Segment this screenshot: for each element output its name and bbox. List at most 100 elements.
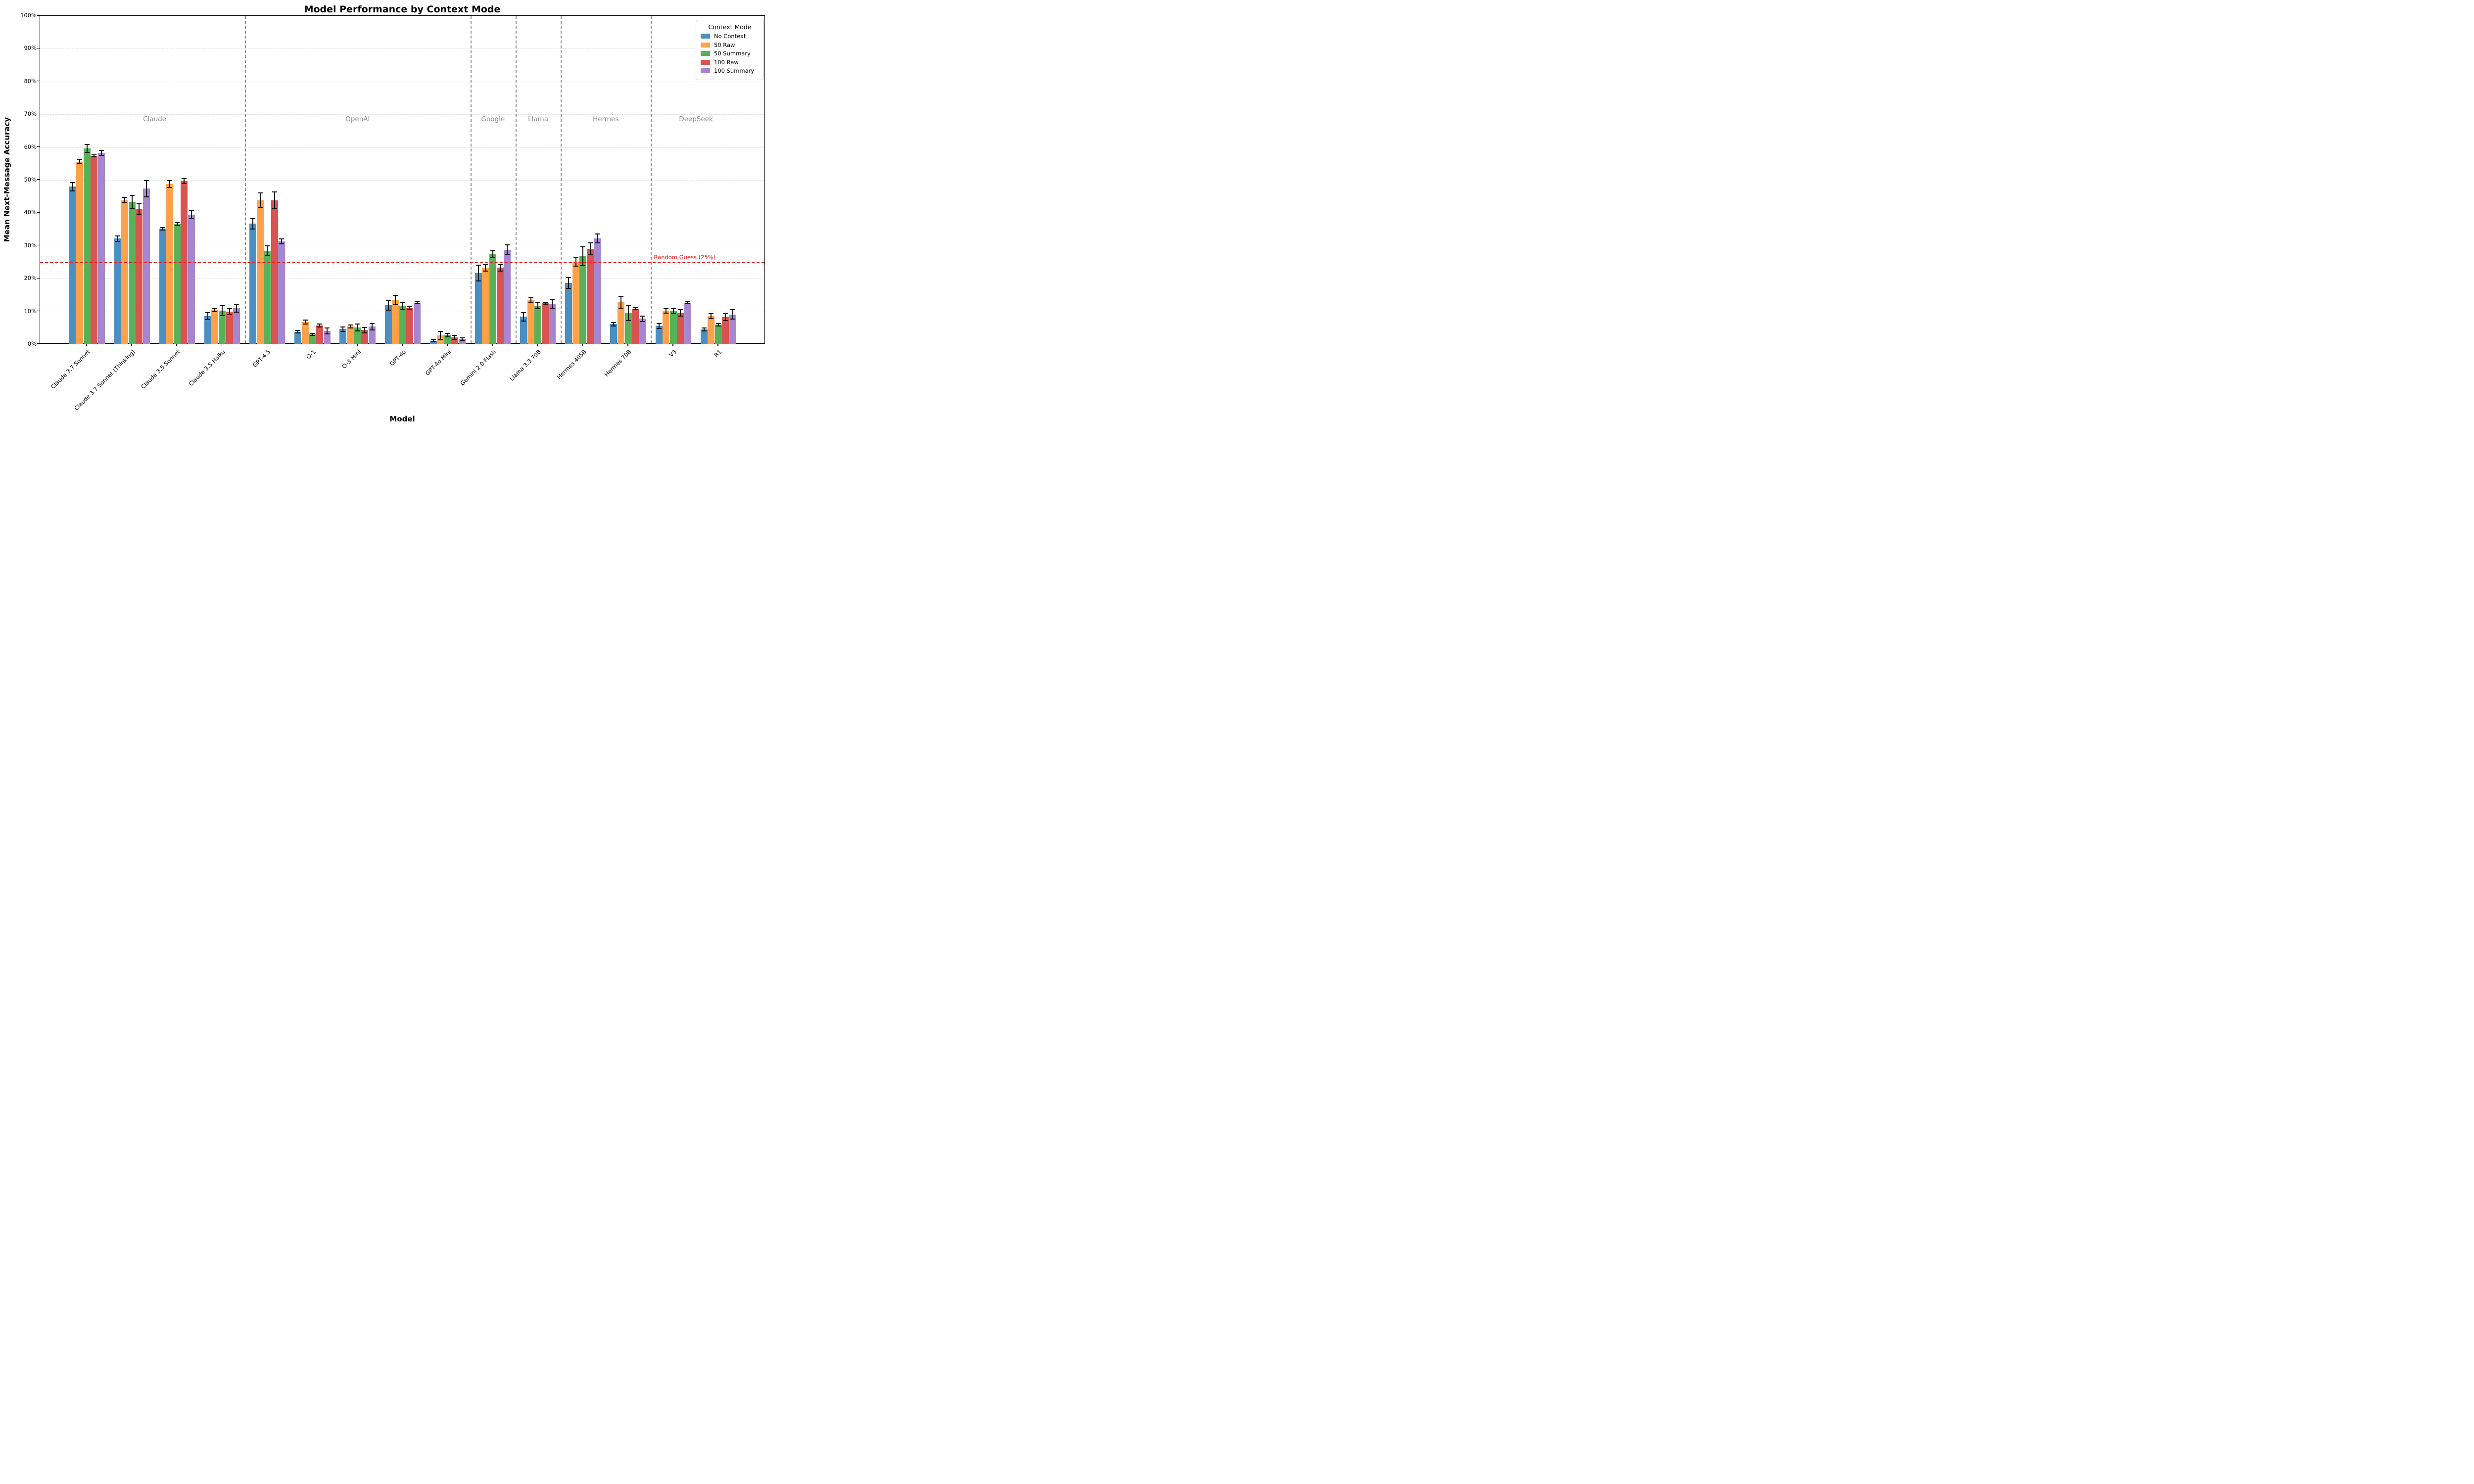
error-bar-cap <box>310 333 315 334</box>
error-bar <box>658 323 660 329</box>
error-bar-cap <box>678 309 683 310</box>
x-tick-label: Claude 3.5 Haiku <box>187 348 227 388</box>
error-bar-cap <box>234 303 239 305</box>
error-bar-cap <box>535 302 541 303</box>
error-bar <box>94 154 95 157</box>
error-bar-cap <box>670 312 676 314</box>
error-bar-cap <box>595 233 600 234</box>
error-bar <box>184 179 185 184</box>
bar-no-context <box>159 229 166 344</box>
bar-no-context <box>69 186 76 344</box>
error-bar-cap <box>355 324 360 325</box>
error-bar-cap <box>310 335 315 336</box>
error-bar-cap <box>92 154 97 155</box>
error-bar <box>371 323 373 330</box>
x-tick-mark <box>582 344 583 346</box>
random-guess-label: Random Guess (25%) <box>654 254 716 261</box>
error-bar-cap <box>505 244 510 245</box>
error-bar-cap <box>115 240 120 242</box>
error-bar <box>274 191 275 209</box>
bar-no-context <box>249 224 256 344</box>
error-bar <box>440 331 441 340</box>
error-bar-cap <box>143 196 149 197</box>
y-tick-label: 10% <box>24 307 37 315</box>
error-bar <box>523 312 524 321</box>
x-tick-mark <box>717 344 718 346</box>
error-bar-cap <box>521 312 526 313</box>
error-bar <box>191 210 192 219</box>
error-bar <box>342 326 344 332</box>
error-bar-cap <box>362 327 368 328</box>
error-bar-cap <box>340 326 346 327</box>
bar-100-raw <box>91 155 98 344</box>
legend-item-label: 100 Summary <box>714 67 755 74</box>
y-tick-mark <box>37 146 40 147</box>
error-bar-cap <box>84 144 90 145</box>
error-bar-cap <box>393 304 398 305</box>
y-tick-label: 100% <box>20 12 37 19</box>
error-bar <box>267 246 268 256</box>
error-bar-cap <box>452 339 458 340</box>
error-bar-cap <box>414 303 420 305</box>
chart-figure: Model Performance by Context Mode Claude… <box>0 0 776 431</box>
x-tick-label: Hermes 70B <box>603 348 633 378</box>
error-bar <box>568 277 570 289</box>
bar-50-summary <box>309 334 316 344</box>
bar-50-raw <box>617 302 624 344</box>
error-bar-cap <box>347 327 353 328</box>
legend-item: 100 Raw <box>701 59 759 66</box>
error-bar-cap <box>483 270 488 272</box>
bar-50-summary <box>173 224 181 344</box>
error-bar-cap <box>302 323 308 325</box>
error-bar-cap <box>317 323 322 325</box>
error-bar-cap <box>445 333 450 334</box>
error-bar <box>207 313 208 320</box>
error-bar-cap <box>701 330 707 331</box>
error-bar-cap <box>550 299 555 300</box>
error-bar <box>162 227 163 230</box>
error-bar-cap <box>685 301 690 302</box>
error-bar-cap <box>212 311 218 313</box>
y-axis-title: Mean Next-Message Accuracy <box>2 117 11 242</box>
error-bar-cap <box>587 254 593 256</box>
error-bar-cap <box>295 332 301 334</box>
bar-100-raw <box>316 325 323 344</box>
error-bar <box>537 302 539 309</box>
error-bar-cap <box>618 296 623 297</box>
error-bar <box>402 302 403 310</box>
error-bar-cap <box>189 218 194 220</box>
error-bar-cap <box>633 307 638 309</box>
y-tick-label: 20% <box>24 275 37 282</box>
error-bar-cap <box>250 228 256 230</box>
y-gridline <box>40 114 764 115</box>
error-bar-cap <box>324 327 330 329</box>
bar-100-summary <box>459 339 466 344</box>
x-tick-label: Llama 3.3 70B <box>508 348 543 382</box>
error-bar-cap <box>234 311 239 313</box>
error-bar-cap <box>611 322 617 323</box>
legend-item-label: 100 Raw <box>714 58 739 66</box>
y-gridline <box>40 278 764 279</box>
error-bar <box>131 195 133 209</box>
error-bar-cap <box>611 325 617 327</box>
error-bar <box>169 181 171 187</box>
bar-100-raw <box>722 317 729 344</box>
bar-50-summary <box>128 202 136 344</box>
bar-50-raw <box>392 300 399 344</box>
bar-100-summary <box>504 249 511 344</box>
x-tick-label: R1 <box>713 348 723 359</box>
error-bar <box>462 337 463 341</box>
bar-100-summary <box>684 302 691 344</box>
bar-100-raw <box>136 209 143 344</box>
bar-100-summary <box>188 214 195 344</box>
bar-100-raw <box>632 309 639 344</box>
section-label: Claude <box>143 115 167 124</box>
legend-swatch <box>701 51 710 56</box>
y-tick-label: 0% <box>27 340 37 347</box>
error-bar <box>281 238 283 244</box>
bar-100-raw <box>406 308 414 344</box>
error-bar-cap <box>115 235 120 236</box>
error-bar <box>717 323 719 326</box>
error-bar-cap <box>685 303 690 304</box>
error-bar-cap <box>656 323 662 324</box>
